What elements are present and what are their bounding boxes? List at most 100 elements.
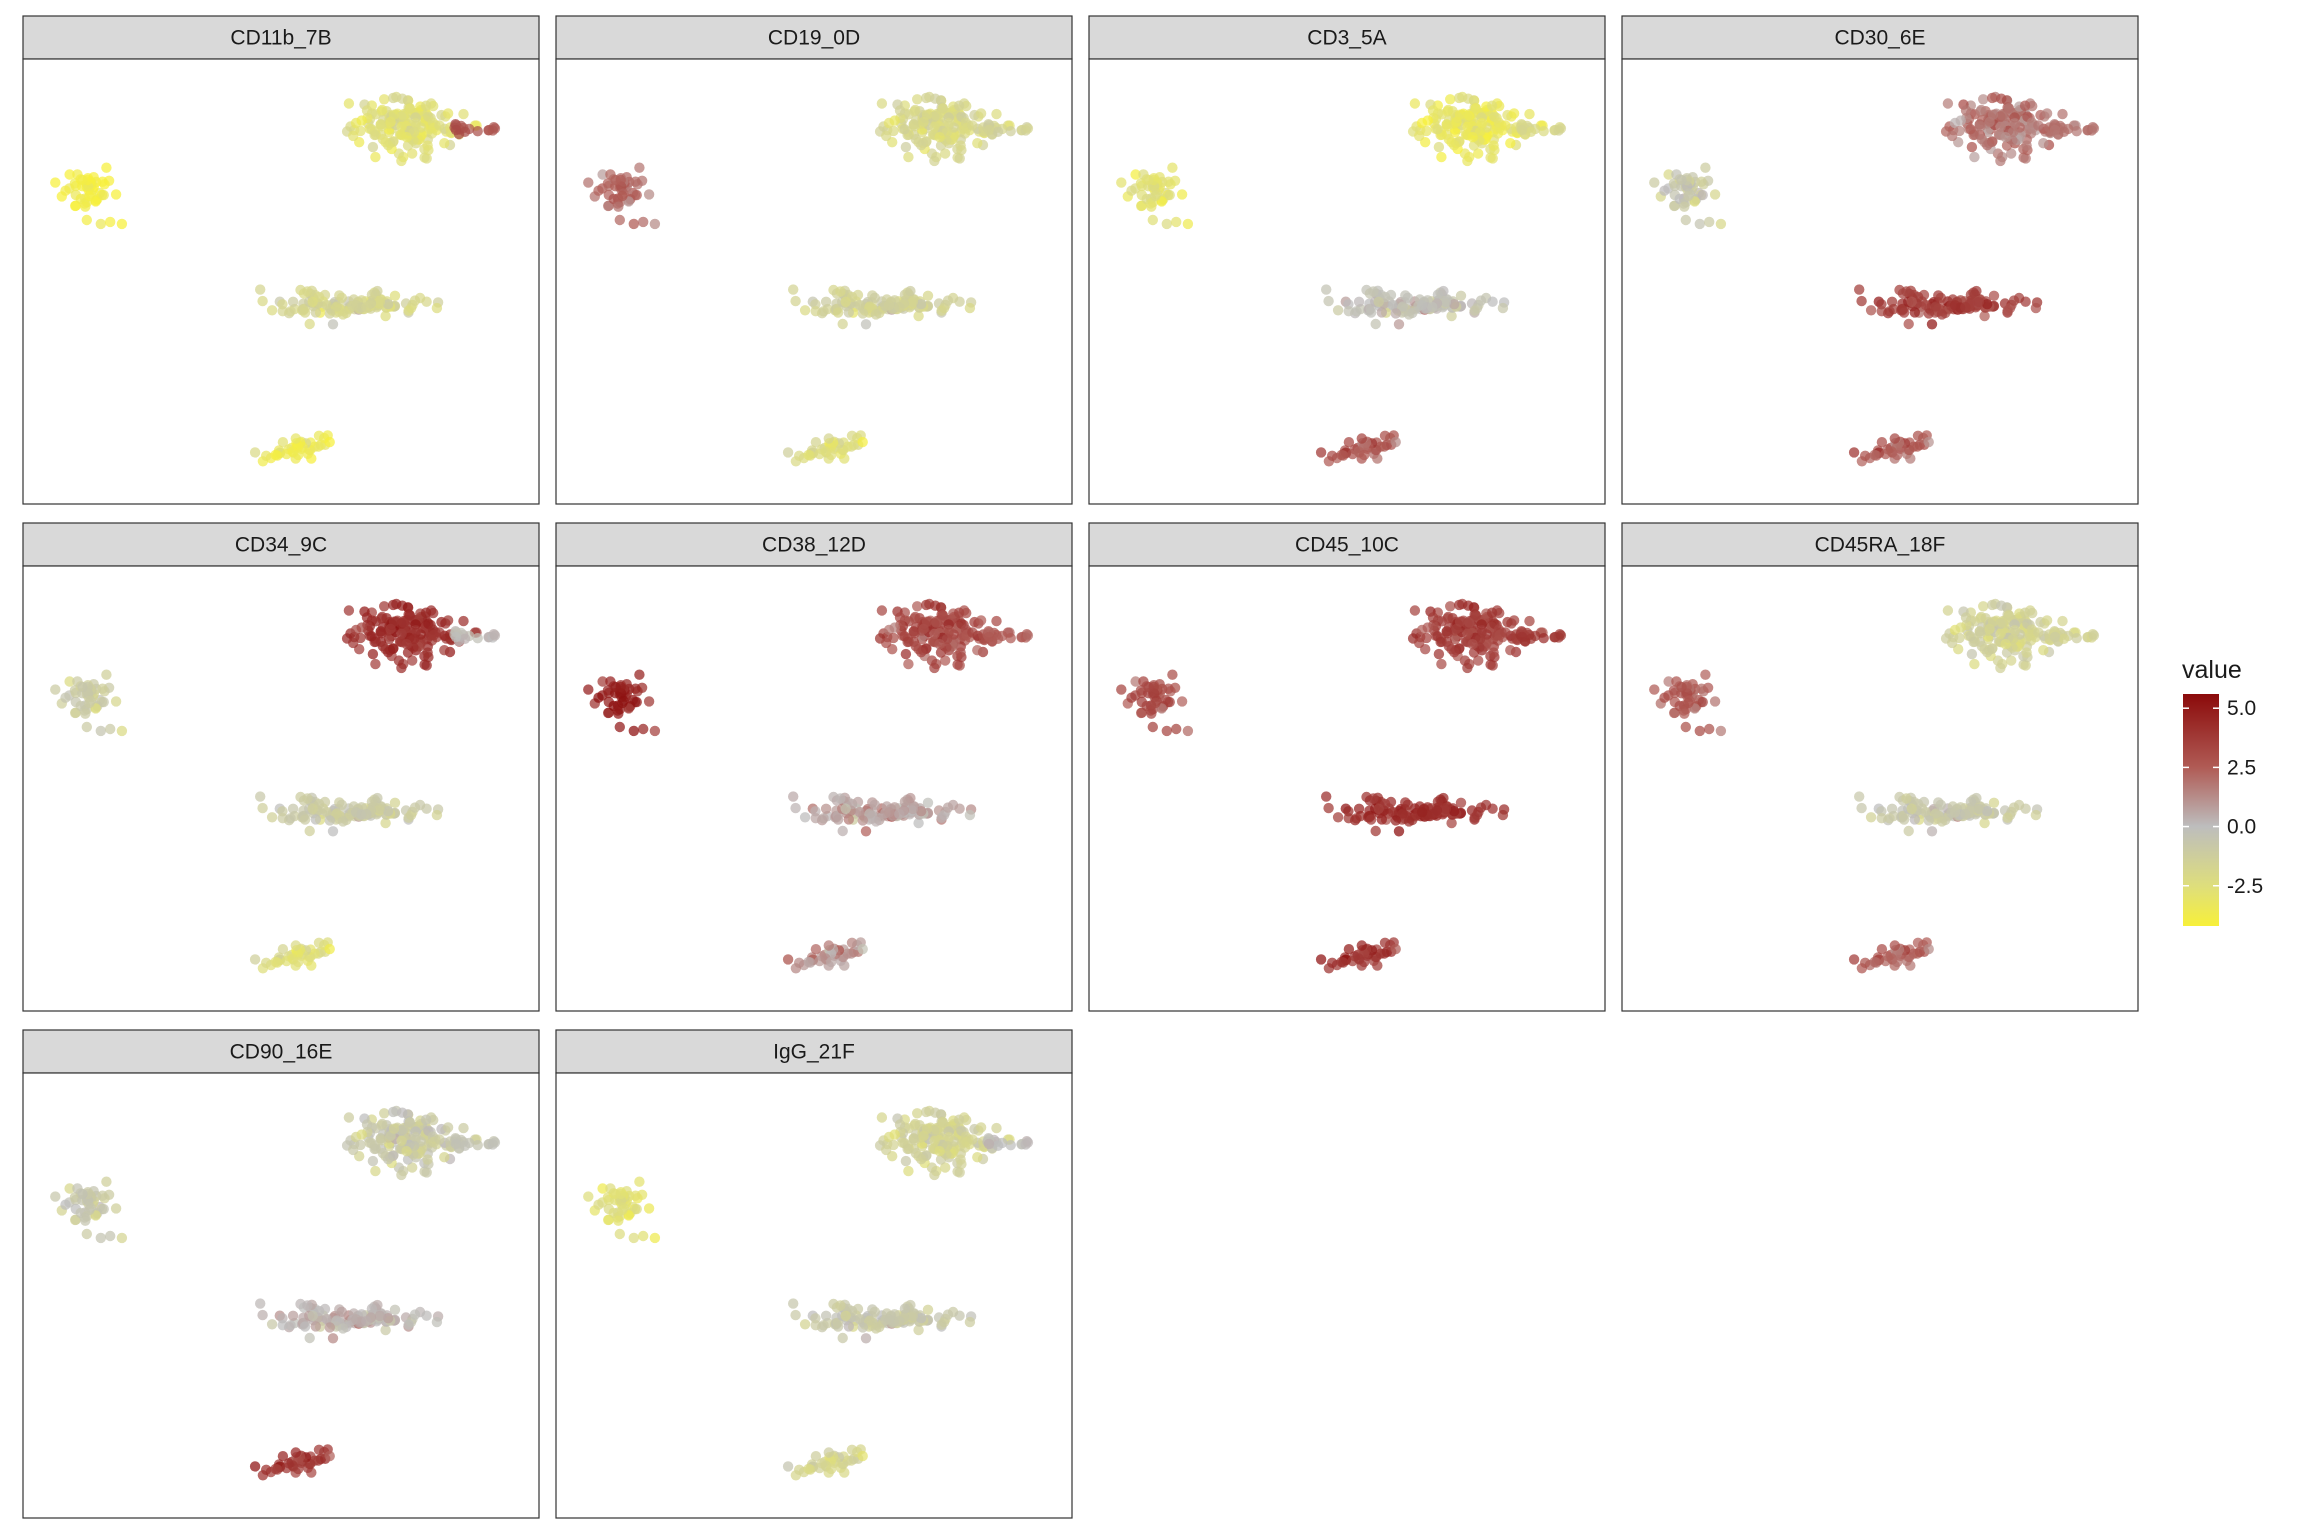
scatter-point: [1416, 300, 1428, 311]
scatter-point: [1486, 607, 1498, 618]
scatter-point: [1143, 681, 1154, 693]
scatter-point: [1323, 802, 1334, 814]
scatter-point: [1454, 92, 1465, 104]
scatter-point: [1462, 662, 1473, 674]
scatter-point: [270, 449, 281, 461]
scatter-point: [794, 1464, 805, 1476]
scatter-point: [1487, 153, 1498, 164]
scatter-point: [2002, 305, 2013, 316]
scatter-point: [943, 118, 954, 129]
scatter-point: [408, 1140, 420, 1152]
scatter-point: [401, 1146, 412, 1157]
facet-strip: [22, 15, 540, 60]
scatter-point: [837, 318, 848, 330]
scatter-point: [101, 669, 112, 680]
scatter-point: [1659, 692, 1670, 703]
scatter-point: [929, 1135, 940, 1147]
scatter-point: [820, 296, 832, 307]
scatter-point: [110, 1203, 122, 1214]
scatter-point: [881, 1144, 892, 1156]
scatter-point: [631, 1203, 642, 1215]
scatter-point: [1359, 956, 1370, 968]
scatter-point: [1969, 658, 1980, 670]
scatter-point: [954, 1310, 965, 1321]
scatter-point: [1443, 104, 1454, 116]
scatter-point: [1469, 812, 1480, 823]
scatter-point: [397, 1107, 408, 1118]
scatter-point: [1975, 628, 1986, 639]
scatter-point: [293, 956, 304, 968]
scatter-point: [1446, 310, 1457, 322]
scatter-point: [1892, 449, 1903, 461]
scatter-point: [348, 1144, 359, 1156]
scatter-point: [388, 616, 400, 627]
scatter-point: [1387, 299, 1398, 311]
scatter-point: [97, 1190, 108, 1201]
facet-panel: IgG_21F: [555, 1029, 1073, 1519]
scatter-point: [361, 612, 373, 623]
scatter-point: [1869, 956, 1880, 968]
scatter-point: [1955, 622, 1966, 633]
scatter-point: [1906, 803, 1917, 814]
scatter-point: [1336, 449, 1347, 461]
scatter-point: [458, 615, 469, 627]
facet-points: [50, 91, 501, 467]
scatter-point: [1356, 433, 1368, 444]
scatter-point: [921, 616, 933, 627]
scatter-point: [1126, 692, 1137, 703]
scatter-point: [894, 612, 906, 623]
scatter-point: [439, 138, 450, 149]
scatter-point: [912, 1108, 923, 1119]
scatter-point: [593, 1199, 604, 1210]
scatter-point: [1516, 631, 1528, 643]
scatter-point: [1422, 115, 1433, 126]
scatter-point: [1966, 141, 1978, 153]
scatter-point: [459, 1140, 471, 1152]
scatter-point: [80, 1215, 91, 1226]
scatter-point: [431, 302, 443, 314]
scatter-point: [403, 812, 414, 823]
scatter-point: [940, 148, 951, 159]
scatter-point: [1473, 148, 1484, 159]
scatter-point: [2071, 126, 2082, 137]
scatter-point: [355, 632, 366, 644]
scatter-point: [84, 1204, 95, 1216]
scatter-point: [934, 639, 945, 650]
scatter-point: [374, 1310, 386, 1322]
scatter-point: [1865, 305, 1877, 316]
scatter-point: [870, 1323, 882, 1334]
scatter-point: [931, 110, 942, 121]
scatter-point: [1390, 436, 1401, 448]
scatter-point: [421, 153, 432, 164]
scatter-point: [1365, 814, 1377, 825]
scatter-point: [1116, 684, 1127, 695]
scatter-point: [820, 1310, 832, 1322]
scatter-point: [883, 300, 895, 311]
scatter-point: [1555, 123, 1567, 134]
scatter-point: [975, 615, 987, 626]
facet-title: CD30_6E: [1834, 27, 1925, 50]
scatter-point: [361, 105, 373, 116]
legend-colorbar: [2183, 694, 2219, 926]
scatter-point: [366, 1303, 378, 1314]
scatter-point: [2038, 645, 2049, 656]
scatter-point: [876, 1112, 888, 1123]
scatter-point: [916, 299, 927, 310]
scatter-point: [266, 1319, 278, 1330]
scatter-point: [869, 292, 880, 303]
scatter-point: [929, 628, 940, 639]
scatter-point: [1884, 813, 1895, 824]
scatter-point: [1679, 201, 1690, 212]
scatter-point: [287, 296, 299, 307]
scatter-point: [270, 1463, 281, 1475]
scatter-point: [910, 104, 921, 116]
scatter-point: [95, 218, 107, 230]
scatter-point: [860, 319, 872, 330]
scatter-point: [1700, 669, 1711, 680]
scatter-point: [1996, 600, 2007, 611]
scatter-point: [1005, 1140, 1016, 1151]
scatter-point: [1164, 189, 1175, 201]
scatter-point: [2057, 615, 2068, 627]
scatter-point: [489, 1137, 501, 1148]
